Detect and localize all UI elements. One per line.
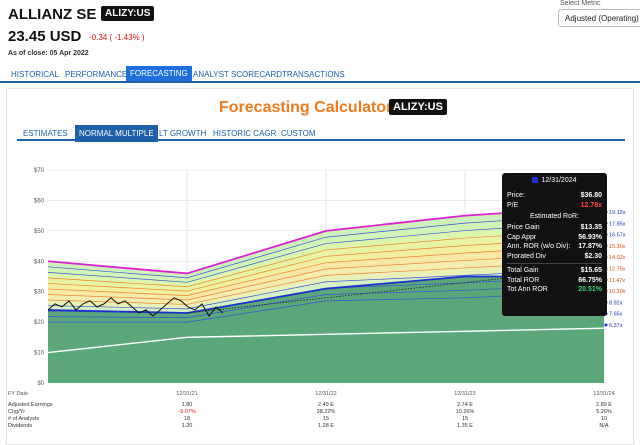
price-line: [47, 297, 224, 317]
y-tick-label: $30: [34, 290, 45, 296]
multiple-label: 17.85x: [609, 221, 626, 227]
x-axis-labels: FY Date 12/31/21 12/31/22 12/31/23 12/31/24: [8, 391, 615, 397]
table-cell: 5.26%: [596, 409, 612, 415]
table-row-label: # of Analysts: [8, 416, 39, 422]
tooltip-price: $36.80: [580, 192, 602, 199]
ticker-badge: ALIZY:US: [101, 6, 155, 21]
y-tick-label: $10: [34, 351, 45, 357]
multiple-label: 8.92x: [609, 300, 623, 306]
table-cell: 1.20: [182, 423, 193, 429]
calculator-title: Forecasting Calculators: [219, 99, 402, 116]
multiple-label: 14.02x: [609, 255, 626, 261]
table-cell: 2.49 E: [318, 402, 334, 408]
table-cell: 18: [184, 416, 190, 422]
table-cell: 1.28 E: [318, 423, 334, 429]
stock-price: 23.45 USD: [8, 28, 82, 45]
tab-performance[interactable]: PERFORMANCE: [65, 70, 128, 79]
table-cell: 2.89 E: [596, 402, 612, 408]
metric-select[interactable]: Adjusted (Operating) EPS: [558, 9, 640, 27]
table-cell: -9.07%: [178, 409, 196, 415]
tab-forecasting[interactable]: FORECASTING: [126, 66, 192, 81]
tooltip-header: 12/31/2024: [507, 177, 602, 184]
x-axis-label: 12/31/24: [593, 391, 614, 397]
tab-historical[interactable]: HISTORICAL: [11, 70, 59, 79]
estimate-tooltip: 12/31/2024 Price: $36.80 P/E 12.78x Estima…: [502, 173, 607, 316]
valuation-band: [48, 260, 604, 309]
table-cell: 1.35 E: [457, 423, 473, 429]
main-tabs: HISTORICAL PERFORMANCE FORECASTING ANALY…: [0, 66, 640, 83]
projection-line: [186, 266, 605, 314]
calculator-ticker: ALIZY:US: [389, 99, 447, 115]
price-change: -0.34 ( -1.43% ): [89, 33, 145, 42]
dividend-line: [47, 327, 605, 354]
y-tick-label: $20: [34, 320, 45, 326]
table-cell: 2.74 E: [457, 402, 473, 408]
y-tick-label: $70: [34, 168, 45, 174]
header: ALLIANZ SE ALIZY:US 23.45 USD -0.34 ( -1…: [0, 0, 640, 64]
y-tick-label: $50: [34, 229, 45, 235]
y-tick-label: $40: [34, 259, 45, 265]
y-tick-label: $0: [37, 381, 44, 387]
x-axis-label: 12/31/22: [315, 391, 336, 397]
metric-label: Select Metric: [560, 0, 601, 7]
valuation-band: [48, 229, 604, 292]
tab-lt-growth[interactable]: LT GROWTH: [159, 129, 207, 138]
multiple-label: 15.30x: [609, 244, 626, 250]
y-tick-label: $60: [34, 198, 45, 204]
multiple-label: 12.75x: [609, 267, 626, 273]
tab-custom[interactable]: CUSTOM: [281, 129, 316, 138]
x-axis-label: 12/31/23: [454, 391, 475, 397]
table-row-label: Adjusted Earnings: [8, 402, 53, 408]
table-row-label: Dividends: [8, 423, 32, 429]
valuation-band: [48, 237, 604, 296]
multiple-label: 16.57x: [609, 233, 626, 239]
y-axis-ticks: $0 $10 $20 $30 $40 $50 $60 $70: [34, 168, 45, 387]
table-cell: 1.80: [182, 402, 193, 408]
series-square-icon: [532, 177, 539, 184]
tab-historic-cagr[interactable]: HISTORIC CAGR: [213, 129, 277, 138]
x-axis-label: 12/31/21: [176, 391, 197, 397]
x-axis-label: FY Date: [8, 391, 28, 397]
company-name: ALLIANZ SE: [8, 6, 97, 23]
multiple-label: 7.65x: [609, 312, 623, 318]
fair-value-area: [48, 276, 604, 383]
valuation-band: [48, 252, 604, 305]
valuation-band: [48, 245, 604, 301]
earnings-table: Adjusted Earnings 1.80 2.49 E 2.74 E 2.89 E C…: [8, 402, 612, 429]
table-cell: N/A: [599, 423, 609, 429]
table-cell: 15: [323, 416, 329, 422]
table-cell: 10: [601, 416, 607, 422]
multiple-label: 6.37x: [609, 323, 623, 329]
table-cell: 38.22%: [317, 409, 336, 415]
tab-estimates[interactable]: ESTIMATES: [23, 129, 68, 138]
multiple-label: 10.20x: [609, 289, 626, 295]
tab-transactions[interactable]: TRANSACTIONS: [282, 70, 345, 79]
table-cell: 15: [462, 416, 468, 422]
table-cell: 10.26%: [456, 409, 475, 415]
tooltip-pe: 12.78x: [580, 201, 602, 209]
tab-normal-multiple[interactable]: NORMAL MULTIPLE: [75, 125, 158, 142]
as-of-date: As of close: 05 Apr 2022: [8, 50, 89, 57]
multiple-label: 11.47x: [609, 278, 625, 284]
multiple-label: 19.12x: [609, 210, 626, 216]
calculator-tabs: ESTIMATES NORMAL MULTIPLE LT GROWTH HIST…: [17, 125, 625, 142]
multiple-labels: 19.12x 17.85x 16.57x 15.30x 14.02x 12.75x 11.4…: [604, 210, 626, 329]
tab-analyst-scorecard[interactable]: ANALYST SCORECARD: [193, 70, 283, 79]
table-row-label: Chg/Yr: [8, 409, 25, 415]
multiple-dot: [604, 323, 608, 327]
